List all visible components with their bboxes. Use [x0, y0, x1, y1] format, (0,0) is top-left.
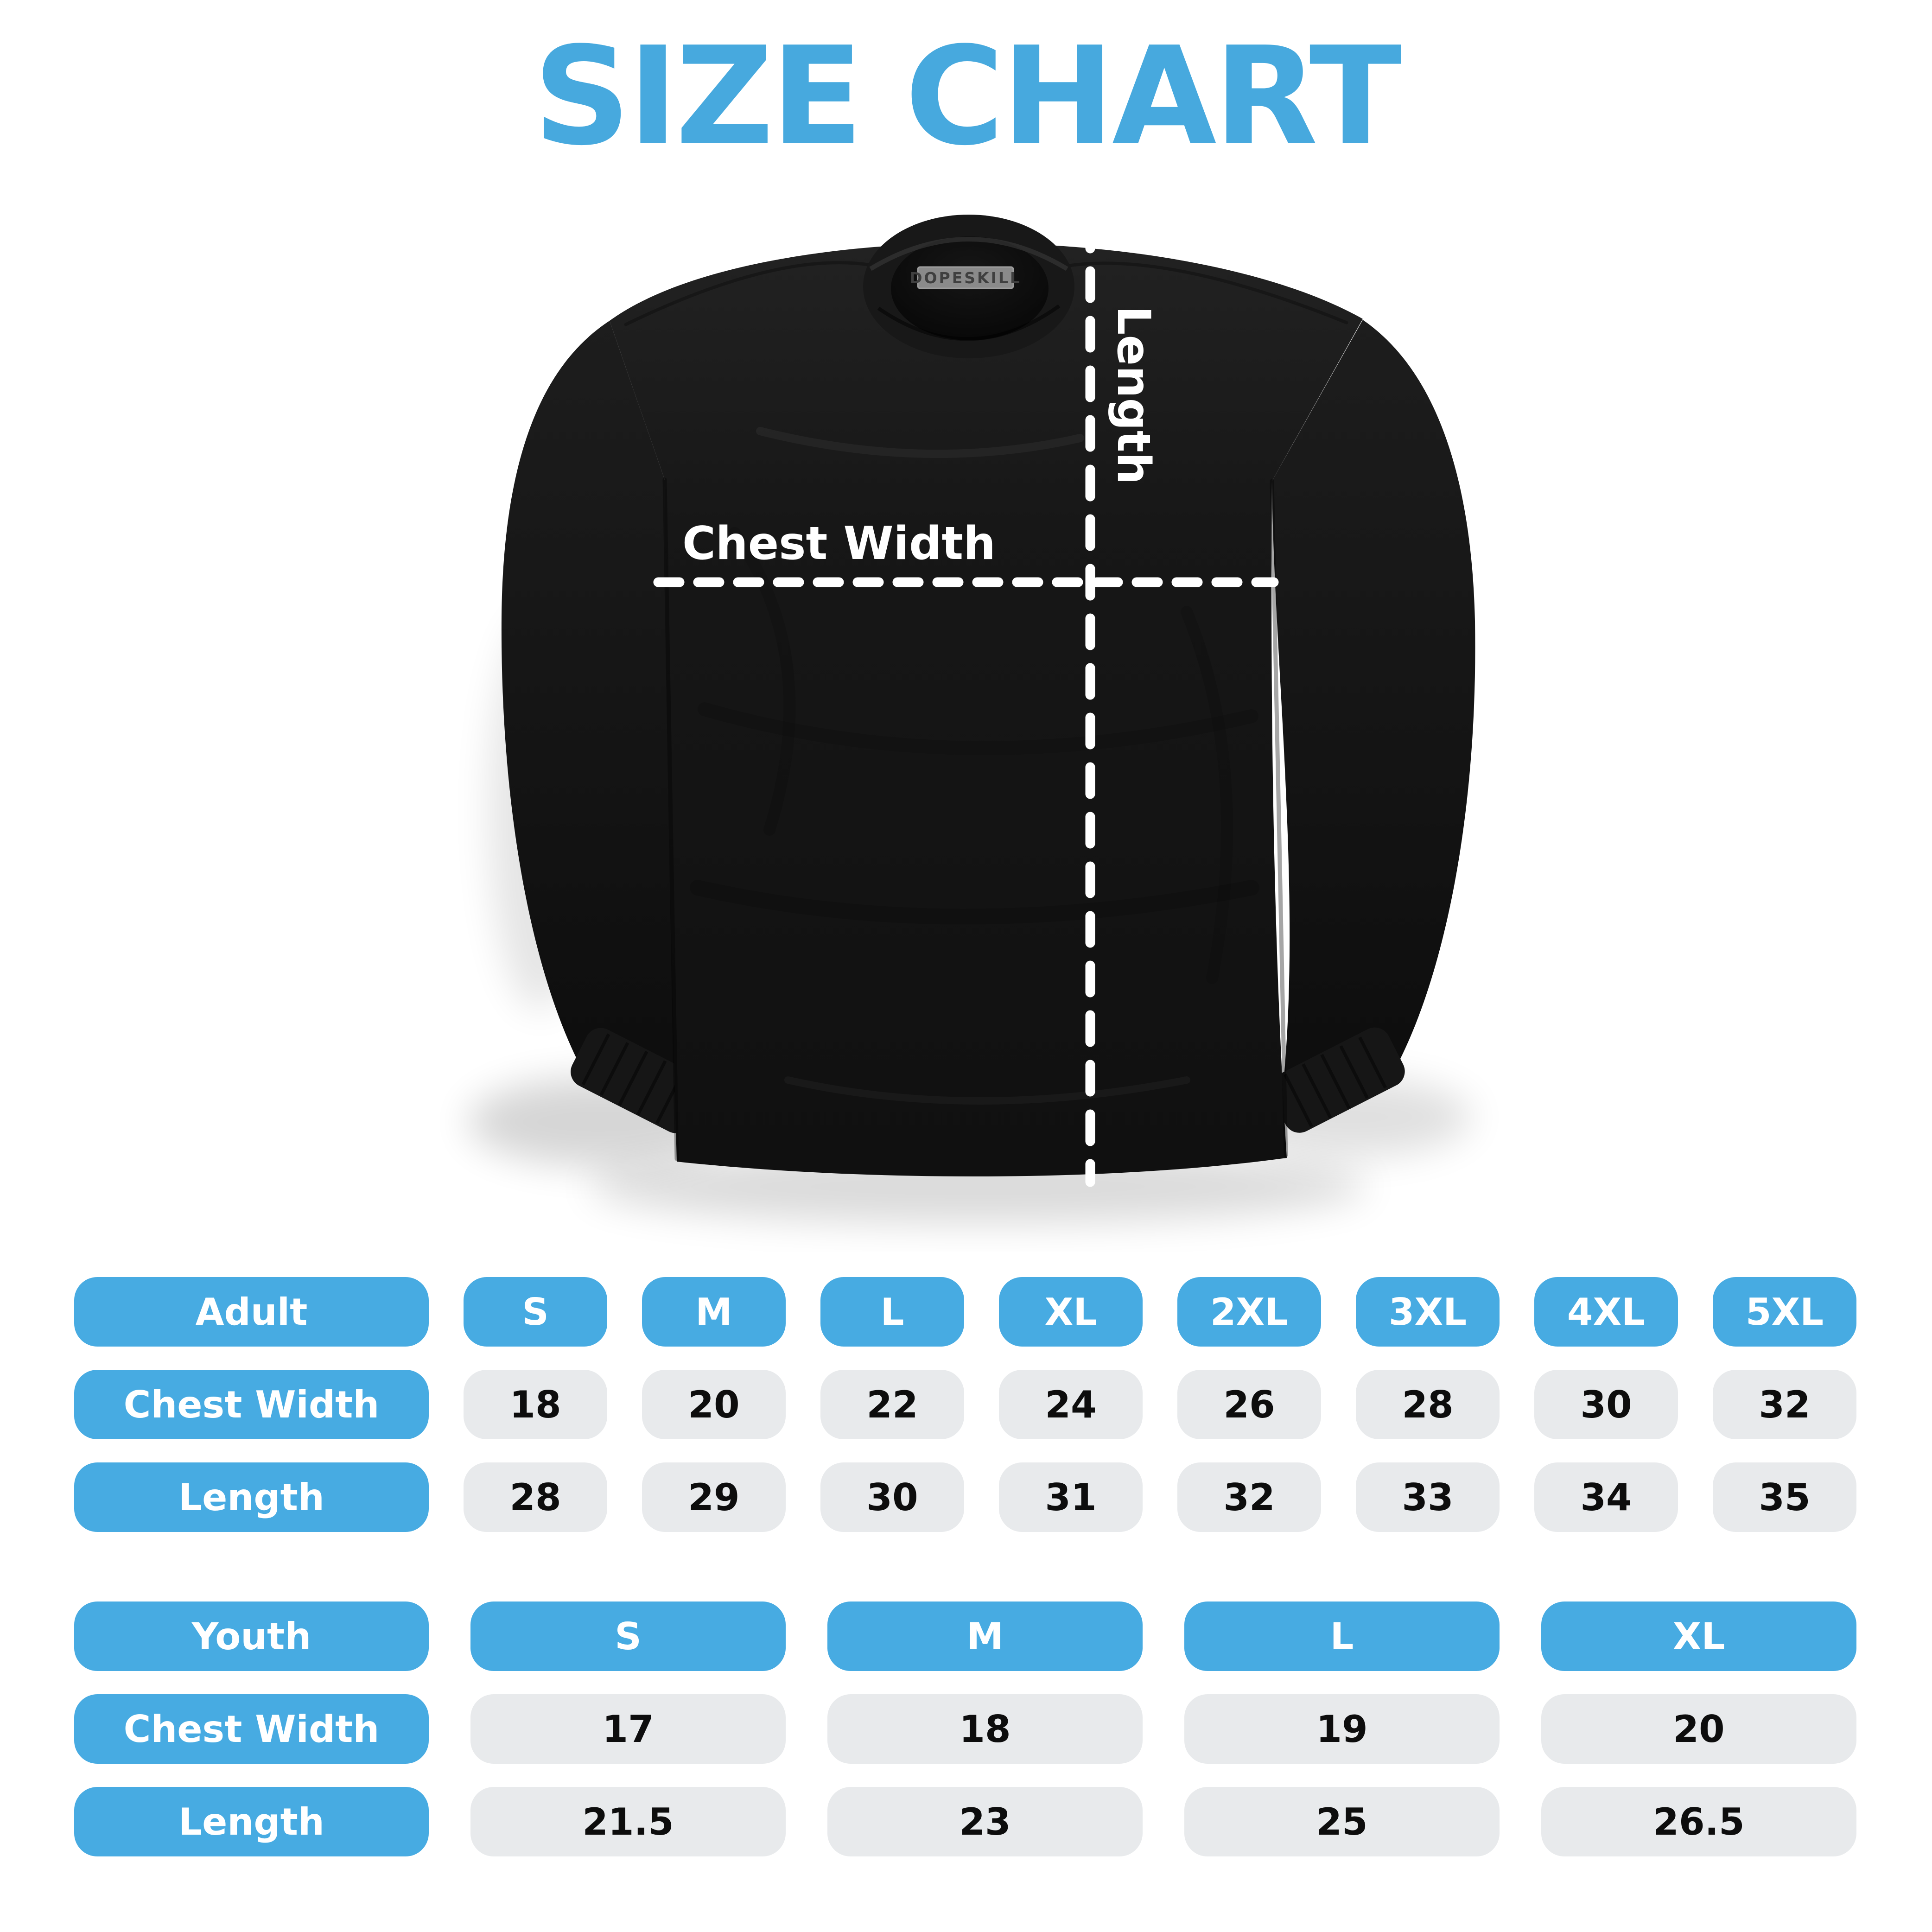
shirt-left-sleeve [501, 321, 695, 1099]
brand-tag-label: DOPESKILL [909, 269, 1022, 287]
youth-chest-width-value: 19 [1184, 1694, 1500, 1764]
youth-length-value: 23 [827, 1787, 1143, 1856]
youth-length-value: 26.5 [1541, 1787, 1856, 1856]
youth-size-header-s: S [470, 1602, 786, 1671]
adult-length-value: 34 [1534, 1462, 1678, 1532]
adult-size-header-4xl: 4XL [1534, 1277, 1678, 1347]
adult-chest-width-value: 28 [1356, 1370, 1500, 1439]
youth-row-label-length: Length [74, 1787, 429, 1856]
adult-row-label-length: Length [74, 1462, 429, 1532]
youth-chest-width-value: 17 [470, 1694, 786, 1764]
shirt-right-cuff [1269, 1027, 1405, 1133]
youth-size-header-m: M [827, 1602, 1143, 1671]
adult-size-header-5xl: 5XL [1713, 1277, 1856, 1347]
youth-length-value: 25 [1184, 1787, 1500, 1856]
brand-tag: DOPESKILL [909, 266, 1022, 289]
page-title: SIZE CHART [533, 18, 1401, 175]
shirt-folds [624, 261, 1348, 1161]
adult-length-value: 29 [642, 1462, 786, 1532]
adult-length-value: 32 [1177, 1462, 1321, 1532]
youth-table-corner: Youth [74, 1602, 429, 1671]
adult-chest-width-value: 20 [642, 1370, 786, 1439]
adult-chest-width-value: 24 [999, 1370, 1143, 1439]
shirt-body [610, 243, 1363, 1177]
youth-size-header-l: L [1184, 1602, 1500, 1671]
length-guide-label: Length [1107, 306, 1160, 484]
adult-length-value: 33 [1356, 1462, 1500, 1532]
adult-chest-width-value: 30 [1534, 1370, 1678, 1439]
adult-size-header-xl: XL [999, 1277, 1143, 1347]
adult-size-header-m: M [642, 1277, 786, 1347]
chest-width-guide-label: Chest Width [682, 517, 996, 570]
youth-size-table: Youth S M L XL Chest Width 17 18 19 20 L… [74, 1602, 1856, 1856]
adult-length-value: 31 [999, 1462, 1143, 1532]
adult-chest-width-value: 32 [1713, 1370, 1856, 1439]
adult-table-corner: Adult [74, 1277, 429, 1347]
adult-chest-width-value: 22 [820, 1370, 964, 1439]
adult-row-label-chest-width: Chest Width [74, 1370, 429, 1439]
youth-chest-width-value: 20 [1541, 1694, 1856, 1764]
adult-size-header-s: S [464, 1277, 607, 1347]
youth-size-header-xl: XL [1541, 1602, 1856, 1671]
shirt-figure: DOPESKILL Chest Width Length [468, 215, 1475, 1224]
adult-chest-width-value: 26 [1177, 1370, 1321, 1439]
youth-row-label-chest-width: Chest Width [74, 1694, 429, 1764]
adult-size-header-2xl: 2XL [1177, 1277, 1321, 1347]
adult-length-value: 28 [464, 1462, 607, 1532]
youth-chest-width-value: 18 [827, 1694, 1143, 1764]
adult-size-table: Adult S M L XL 2XL 3XL 4XL 5XL Chest Wid… [74, 1277, 1856, 1532]
youth-length-value: 21.5 [470, 1787, 786, 1856]
shirt-right-sleeve [1272, 320, 1475, 1099]
adult-length-value: 30 [820, 1462, 964, 1532]
adult-size-header-l: L [820, 1277, 964, 1347]
adult-size-header-3xl: 3XL [1356, 1277, 1500, 1347]
adult-chest-width-value: 18 [464, 1370, 607, 1439]
adult-length-value: 35 [1713, 1462, 1856, 1532]
